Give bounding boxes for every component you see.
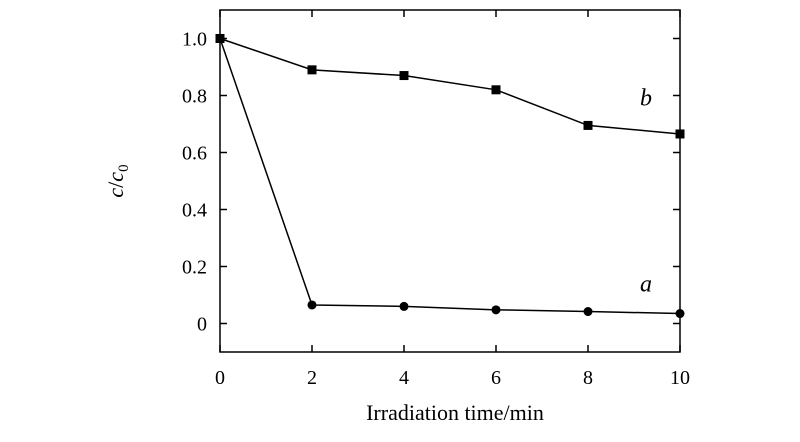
axis-ticks xyxy=(219,10,681,352)
series-group: ab xyxy=(215,34,685,319)
x-tick-label: 10 xyxy=(670,367,690,389)
tick-labels: 0 2 4 6 8 10 0 0.2 0.4 0.6 0.8 1.0 xyxy=(182,29,690,390)
x-tick-label: 8 xyxy=(583,367,593,389)
data-point-b xyxy=(583,120,593,130)
y-label-c: c xyxy=(103,188,128,198)
x-axis-label: Irradiation time/min xyxy=(366,400,544,425)
y-label-c2: c xyxy=(103,172,128,182)
x-tick-label: 0 xyxy=(215,367,225,389)
y-tick-label: 0.6 xyxy=(182,143,207,165)
series-line-a xyxy=(219,38,681,315)
x-tick-label: 4 xyxy=(399,367,409,389)
y-tick-label: 0.8 xyxy=(182,86,207,108)
y-tick-label: 1.0 xyxy=(182,29,207,51)
data-point-b xyxy=(491,85,501,95)
series-label-b: b xyxy=(640,85,652,111)
y-tick-label: 0.2 xyxy=(182,257,207,279)
x-tick-label: 6 xyxy=(491,367,501,389)
y-label-slash: / xyxy=(103,181,128,188)
data-point-b xyxy=(675,129,685,139)
data-point-b xyxy=(215,34,225,43)
data-point-a xyxy=(675,309,685,319)
data-point-b xyxy=(307,65,317,75)
y-label-subscript: 0 xyxy=(116,164,132,172)
data-point-a xyxy=(399,301,409,311)
series-label-a: a xyxy=(640,272,652,298)
plot-frame xyxy=(219,9,681,353)
y-tick-label: 0.4 xyxy=(182,200,207,222)
data-point-b xyxy=(399,71,409,81)
data-point-a xyxy=(307,300,317,310)
data-point-a xyxy=(491,305,501,315)
data-point-a xyxy=(583,307,593,317)
y-axis-label: c/c0 xyxy=(103,164,132,197)
series-line-b xyxy=(219,37,681,135)
x-tick-label: 2 xyxy=(307,367,317,389)
y-tick-label: 0 xyxy=(197,314,207,336)
